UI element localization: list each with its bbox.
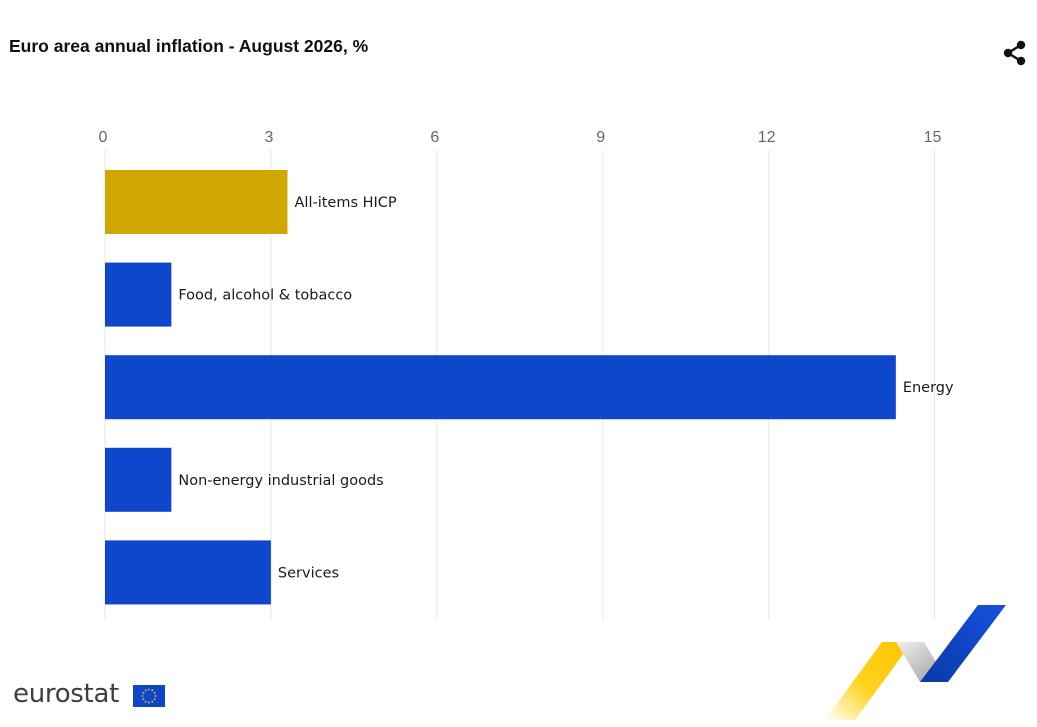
category-labels: All-items HICP Food, alcohol & tobacco Ene…: [178, 195, 954, 581]
x-tick-label: 6: [430, 129, 439, 146]
x-tick-label: 12: [758, 129, 776, 146]
bar-chart: 0 3 6 9 12 15 All-items HICP Food, alcohol & t…: [99, 129, 954, 620]
category-label: All-items HICP: [295, 195, 397, 211]
bar[interactable]: [105, 355, 896, 420]
bar[interactable]: [105, 262, 172, 327]
eurostat-ribbon-logo: [825, 605, 1006, 720]
eu-flag-icon: [133, 685, 165, 707]
x-tick-label: 3: [264, 129, 273, 146]
bar[interactable]: [105, 170, 288, 234]
bars: [105, 170, 896, 605]
x-tick-label: 9: [596, 129, 605, 146]
x-tick-label: 0: [99, 129, 108, 146]
category-label: Energy: [903, 380, 954, 396]
eurostat-logo-text: eurostat: [13, 679, 119, 709]
category-label: Non-energy industrial goods: [178, 473, 383, 489]
bar[interactable]: [105, 447, 172, 512]
bar[interactable]: [105, 540, 271, 605]
x-axis-ticks: 0 3 6 9 12 15: [99, 129, 942, 146]
share-icon[interactable]: [1000, 38, 1030, 68]
category-label: Food, alcohol & tobacco: [178, 288, 352, 304]
category-label: Services: [278, 565, 339, 581]
x-tick-label: 15: [924, 129, 942, 146]
chart-title: Euro area annual inflation - August 2026…: [9, 36, 369, 56]
